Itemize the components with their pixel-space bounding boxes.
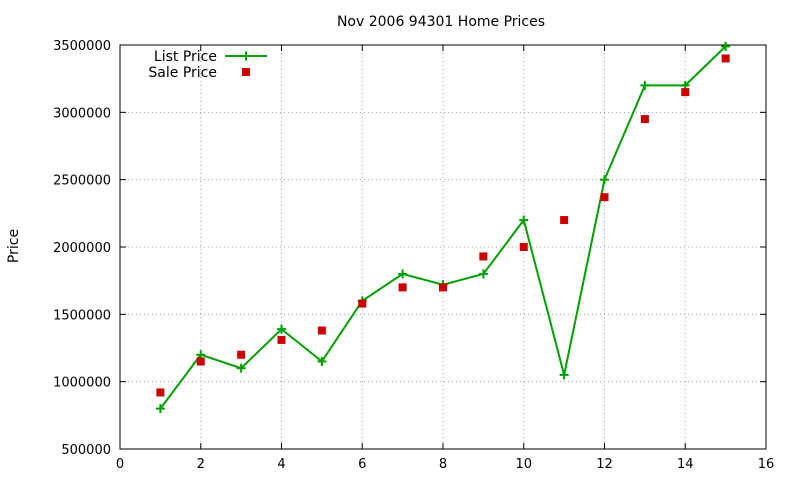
y-tick-label: 500000 (61, 443, 111, 458)
series-1 (156, 54, 730, 397)
sale-price-point (317, 326, 326, 335)
x-tick-label: 12 (596, 457, 613, 472)
sale-price-point (600, 193, 609, 202)
sale-price-point (237, 350, 246, 359)
sale-price-point (560, 216, 569, 225)
x-tick-label: 4 (277, 457, 285, 472)
x-tick-label: 6 (358, 457, 366, 472)
x-tick-label: 10 (515, 457, 532, 472)
y-tick-label: 3500000 (53, 39, 111, 54)
y-tick-label: 3000000 (53, 106, 111, 121)
x-tick-label: 8 (439, 457, 447, 472)
sale-price-point (640, 115, 649, 124)
series-layer (155, 41, 731, 414)
sale-price-point (196, 357, 205, 366)
list-price-line (159, 45, 727, 410)
y-axis-label: Price (6, 229, 22, 263)
x-tick-label: 14 (677, 457, 694, 472)
legend-swatch-square (242, 68, 250, 76)
legend-label: Sale Price (148, 65, 217, 81)
sale-price-point (398, 283, 407, 292)
y-tick-label: 1500000 (53, 308, 111, 323)
legend-label: List Price (154, 49, 217, 65)
chart-title: Nov 2006 94301 Home Prices (337, 14, 545, 30)
grid (120, 45, 766, 449)
sale-price-point (519, 243, 528, 251)
sale-price-point (156, 388, 165, 397)
axes: 0 2 4 6 8 10 12 14 16 500000 1000000 1500000 2000000… (53, 39, 774, 472)
sale-price-point (439, 283, 447, 292)
x-tick-label: 2 (197, 457, 205, 472)
sale-price-point (277, 335, 286, 344)
y-tick-label: 2500000 (53, 174, 111, 189)
y-tick-label: 2000000 (53, 241, 111, 256)
sale-price-point (358, 299, 367, 308)
plot-frame (119, 44, 767, 450)
sale-price-point (479, 252, 488, 261)
x-tick-label: 0 (116, 457, 124, 472)
y-tick-label: 1000000 (53, 376, 111, 391)
sale-price-point (721, 54, 730, 63)
sale-price-point (681, 88, 690, 97)
x-tick-label: 16 (758, 457, 775, 472)
